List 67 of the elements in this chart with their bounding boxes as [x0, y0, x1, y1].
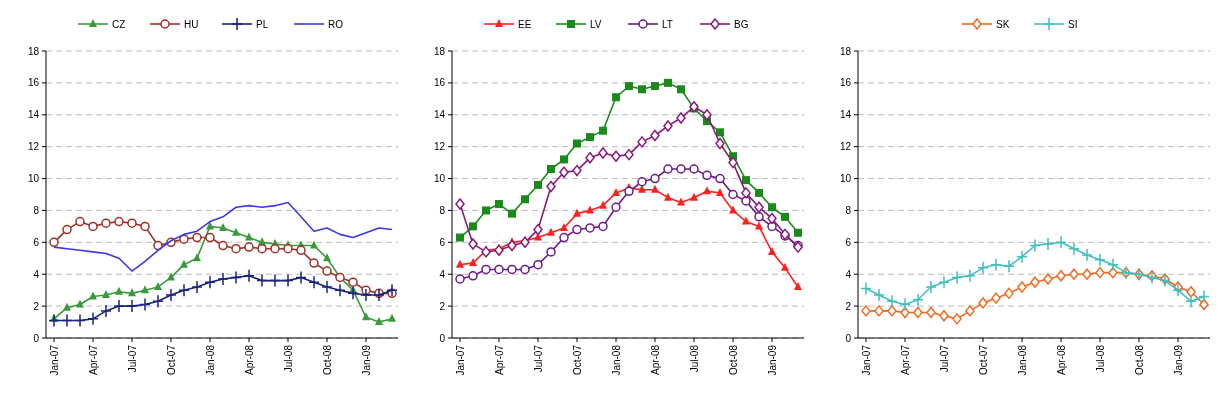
y-tick-label: 6 — [439, 236, 446, 248]
legend-label: CZ — [112, 18, 126, 30]
y-tick-label: 0 — [439, 332, 446, 344]
x-tick-label: Jul-07 — [938, 344, 950, 373]
x-tick-label: Jan-07 — [454, 344, 466, 376]
x-tick-label: Jan-09 — [766, 344, 778, 376]
y-tick-label: 18 — [433, 45, 446, 57]
x-tick-label: Apr-08 — [243, 344, 255, 376]
y-tick-label: 16 — [839, 77, 852, 89]
legend-label: HU — [184, 18, 199, 30]
y-tick-label: 2 — [33, 300, 40, 312]
y-tick-label: 18 — [27, 45, 40, 57]
legend-label: EE — [518, 18, 532, 30]
y-tick-label: 4 — [33, 268, 40, 280]
x-tick-label: Jan-08 — [204, 344, 216, 376]
y-tick-label: 8 — [845, 204, 852, 216]
y-tick-label: 10 — [27, 173, 40, 185]
x-tick-label: Jul-08 — [688, 344, 700, 373]
x-tick-label: Apr-07 — [899, 344, 911, 376]
x-tick-label: Oct-07 — [165, 344, 177, 376]
x-tick-label: Apr-08 — [649, 344, 661, 376]
x-tick-label: Oct-08 — [1133, 344, 1145, 376]
x-tick-label: Jul-08 — [1094, 344, 1106, 373]
y-tick-label: 14 — [27, 109, 40, 121]
y-tick-label: 16 — [27, 77, 40, 89]
y-tick-label: 16 — [433, 77, 446, 89]
y-tick-label: 8 — [33, 204, 40, 216]
x-tick-label: Jul-07 — [532, 344, 544, 373]
y-tick-label: 0 — [845, 332, 852, 344]
x-tick-label: Jan-09 — [360, 344, 372, 376]
y-tick-label: 6 — [845, 236, 852, 248]
x-tick-label: Jan-08 — [1016, 344, 1028, 376]
y-tick-label: 2 — [845, 300, 852, 312]
y-tick-label: 4 — [845, 268, 852, 280]
x-tick-label: Jan-08 — [610, 344, 622, 376]
x-tick-label: Oct-08 — [727, 344, 739, 376]
legend-label: RO — [328, 18, 344, 30]
x-tick-label: Jan-07 — [48, 344, 60, 376]
y-tick-label: 14 — [839, 109, 852, 121]
legend-label: LT — [662, 18, 673, 30]
legend-label: LV — [590, 18, 602, 30]
y-tick-label: 6 — [33, 236, 40, 248]
x-tick-label: Jul-07 — [126, 344, 138, 373]
x-tick-label: Jan-09 — [1172, 344, 1184, 376]
x-tick-label: Oct-07 — [977, 344, 989, 376]
x-tick-label: Oct-08 — [321, 344, 333, 376]
x-tick-label: Jan-07 — [860, 344, 872, 376]
y-tick-label: 12 — [27, 141, 40, 153]
legend-label: SK — [996, 18, 1010, 30]
x-tick-label: Oct-07 — [571, 344, 583, 376]
y-tick-label: 12 — [433, 141, 446, 153]
legend-label: PL — [256, 18, 269, 30]
y-tick-label: 18 — [839, 45, 852, 57]
y-tick-label: 10 — [433, 173, 446, 185]
y-tick-label: 8 — [439, 204, 446, 216]
y-tick-label: 14 — [433, 109, 446, 121]
legend-label: SI — [1068, 18, 1078, 30]
legend-label: BG — [734, 18, 749, 30]
x-tick-label: Apr-07 — [87, 344, 99, 376]
y-tick-label: 4 — [439, 268, 446, 280]
y-tick-label: 0 — [33, 332, 40, 344]
y-tick-label: 2 — [439, 300, 446, 312]
y-tick-label: 10 — [839, 173, 852, 185]
y-tick-label: 12 — [839, 141, 852, 153]
x-tick-label: Apr-08 — [1055, 344, 1067, 376]
x-tick-label: Apr-07 — [493, 344, 505, 376]
x-tick-label: Jul-08 — [282, 344, 294, 373]
